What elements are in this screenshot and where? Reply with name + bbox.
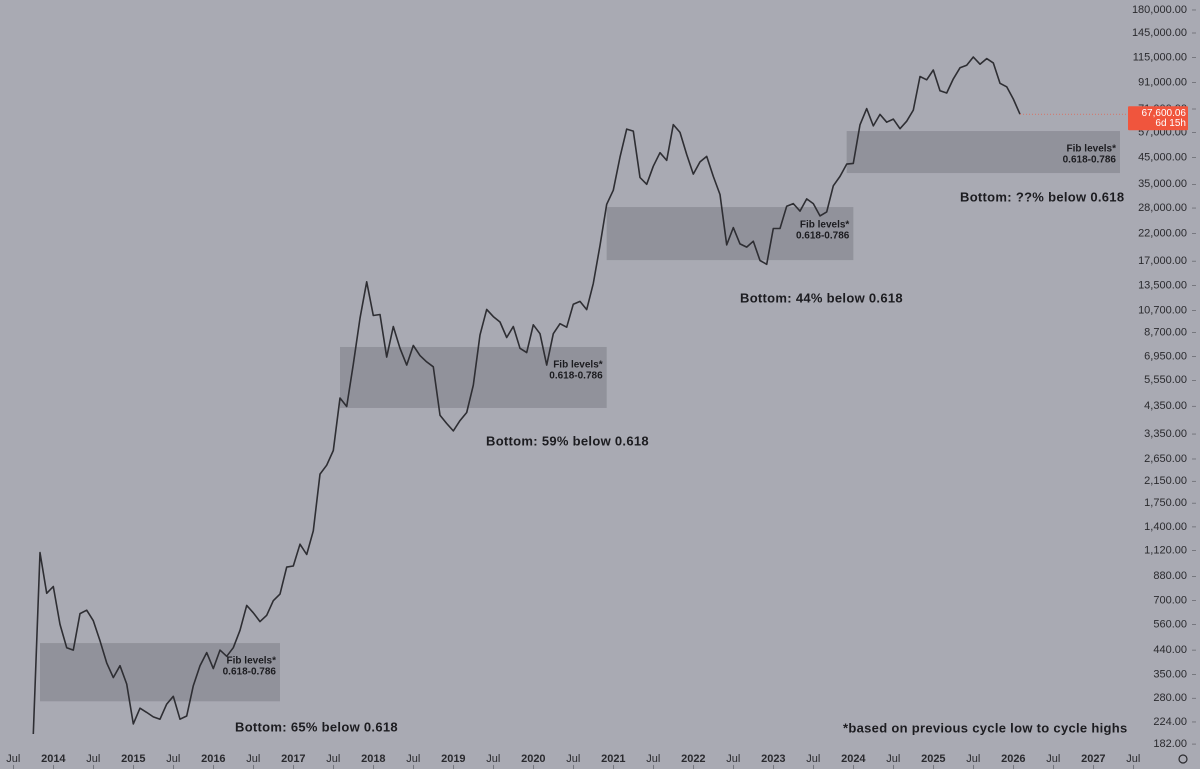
band-label: 0.618-0.786	[796, 231, 850, 242]
y-tick-label: 35,000.00	[1138, 178, 1187, 190]
fib-band	[40, 643, 280, 702]
y-tick-label: 17,000.00	[1138, 255, 1187, 267]
x-tick-label: Jul	[246, 753, 260, 765]
x-tick-label: 2023	[761, 753, 785, 765]
settings-icon[interactable]	[1178, 754, 1188, 764]
y-tick-label: 440.00	[1153, 644, 1187, 656]
y-tick-label: 280.00	[1153, 692, 1187, 704]
y-tick-label: 560.00	[1153, 618, 1187, 630]
band-label: 0.618-0.786	[549, 371, 603, 382]
band-label: 0.618-0.786	[1063, 155, 1117, 166]
y-tick-label: 880.00	[1153, 570, 1187, 582]
x-tick-label: Jul	[6, 753, 20, 765]
price-series	[32, 56, 1021, 735]
x-tick-label: 2022	[681, 753, 705, 765]
y-tick-label: 3,350.00	[1144, 428, 1187, 440]
y-tick-label: 115,000.00	[1133, 52, 1187, 64]
annotation: Bottom: 65% below 0.618	[235, 719, 398, 734]
x-tick-label: Jul	[86, 753, 100, 765]
x-tick-label: 2025	[921, 753, 945, 765]
y-tick-label: 91,000.00	[1138, 76, 1187, 88]
fib-band	[606, 207, 854, 261]
x-tick-label: 2027	[1081, 753, 1105, 765]
y-tick-label: 4,350.00	[1144, 400, 1187, 412]
x-tick-label: Jul	[646, 753, 660, 765]
fib-band	[340, 346, 607, 408]
x-tick-label: Jul	[566, 753, 580, 765]
y-tick-label: 8,700.00	[1144, 326, 1187, 338]
price-line	[32, 56, 1021, 735]
y-tick-label: 350.00	[1153, 668, 1187, 680]
x-tick-label: Jul	[806, 753, 820, 765]
x-tick-label: Jul	[1126, 753, 1140, 765]
annotation: Bottom: 59% below 0.618	[486, 433, 649, 448]
band-label: Fib levels*	[800, 220, 850, 231]
y-tick-label: 5,550.00	[1144, 374, 1187, 386]
band-label: 0.618-0.786	[223, 667, 277, 678]
x-tick-label: 2015	[121, 753, 145, 765]
x-tick-label: Jul	[406, 753, 420, 765]
y-tick-label: 1,120.00	[1144, 545, 1187, 557]
x-tick-label: 2020	[521, 753, 545, 765]
band-label: Fib levels*	[553, 360, 603, 371]
band-label: Fib levels*	[227, 656, 277, 667]
x-tick-label: Jul	[486, 753, 500, 765]
y-tick-label: 2,650.00	[1144, 453, 1187, 465]
x-tick-label: 2026	[1001, 753, 1025, 765]
annotation: *based on previous cycle low to cycle hi…	[843, 720, 1128, 735]
x-tick-label: 2018	[361, 753, 385, 765]
y-tick-label: 1,750.00	[1144, 497, 1187, 509]
band-label: Fib levels*	[1067, 144, 1117, 155]
price-tag-label: 67,600.06	[1142, 108, 1187, 119]
y-tick-label: 13,500.00	[1138, 280, 1187, 292]
x-tick-label: Jul	[1046, 753, 1060, 765]
x-tick-label: Jul	[966, 753, 980, 765]
countdown-label: 6d 15h	[1155, 118, 1186, 129]
x-tick-label: 2016	[201, 753, 225, 765]
x-tick-label: 2017	[281, 753, 305, 765]
y-tick-label: 1,400.00	[1144, 521, 1187, 533]
x-tick-label: 2024	[841, 753, 866, 765]
x-tick-label: 2021	[601, 753, 625, 765]
y-tick-label: 28,000.00	[1138, 202, 1187, 214]
bands	[40, 131, 1120, 702]
fib-band	[846, 131, 1120, 174]
price-tag	[1128, 106, 1188, 131]
y-tick-label: 6,950.00	[1144, 350, 1187, 362]
y-tick-label: 22,000.00	[1138, 228, 1187, 240]
y-tick-label: 145,000.00	[1132, 27, 1187, 39]
y-tick-label: 182.00	[1153, 738, 1187, 750]
annotation: Bottom: ??% below 0.618	[960, 189, 1124, 204]
x-tick-label: Jul	[726, 753, 740, 765]
annotation: Bottom: 44% below 0.618	[740, 290, 903, 305]
x-tick-label: 2019	[441, 753, 465, 765]
x-tick-label: Jul	[326, 753, 340, 765]
x-tick-label: 2014	[41, 753, 66, 765]
y-tick-label: 45,000.00	[1138, 151, 1187, 163]
x-tick-label: Jul	[886, 753, 900, 765]
y-tick-label: 2,150.00	[1144, 475, 1187, 487]
y-tick-label: 10,700.00	[1138, 304, 1187, 316]
y-tick-label: 700.00	[1153, 595, 1187, 607]
y-tick-label: 180,000.00	[1132, 4, 1187, 16]
y-tick-label: 224.00	[1153, 716, 1187, 728]
x-tick-label: Jul	[166, 753, 180, 765]
